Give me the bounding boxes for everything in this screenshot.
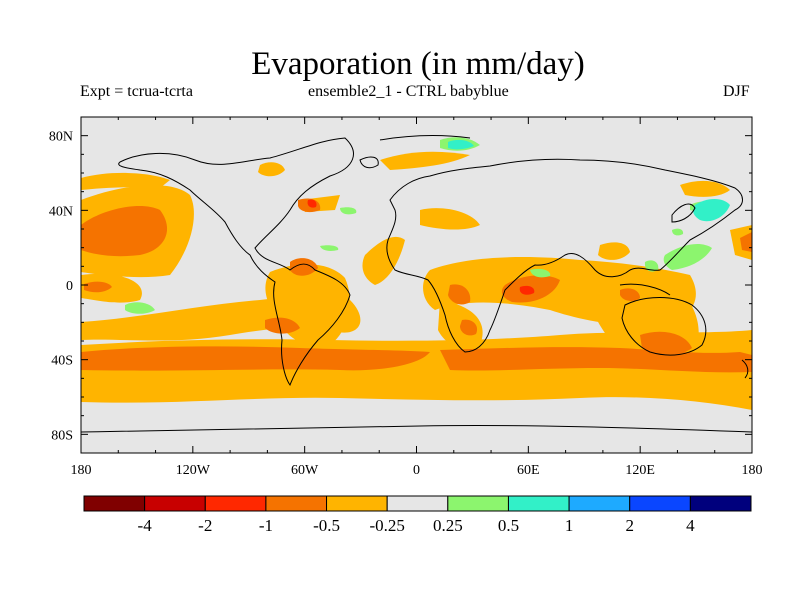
colorbar-swatch [386, 495, 449, 512]
lat-tick-label: 40N [49, 204, 73, 219]
lon-tick-label: 180 [742, 463, 763, 478]
colorbar-swatch [326, 495, 388, 512]
contour-fields [81, 137, 752, 410]
colorbar-swatch [568, 495, 631, 512]
colorbar-swatch [83, 495, 146, 512]
contour-level-minus-1 [307, 199, 535, 295]
colorbar-swatch [204, 495, 267, 512]
colorbar-swatch [447, 495, 509, 512]
coastlines [81, 135, 752, 433]
lat-tick-label: 80S [51, 428, 73, 443]
contour-level-plus-0.5 [448, 139, 730, 222]
lon-tick-label: 120W [176, 463, 211, 478]
lon-tick-label: 60W [291, 463, 319, 478]
experiment-label: Expt = tcrua-tcrta [80, 83, 193, 100]
colorbar [83, 495, 752, 512]
lon-tick-label: 60E [517, 463, 540, 478]
lon-tick-label: 0 [413, 463, 420, 478]
longitude-labels: 180 120W 60W 0 60E 120E 180 [71, 463, 763, 478]
contour-level-minus-0.5 [81, 198, 752, 373]
lat-tick-label: 40S [51, 354, 73, 369]
map-title: Evaporation (in mm/day) [251, 46, 585, 82]
lon-tick-label: 180 [71, 463, 92, 478]
colorbar-swatch [689, 495, 752, 512]
colorbar-label: -0.5 [313, 516, 340, 535]
lon-tick-label: 120E [625, 463, 655, 478]
colorbar-label: 0.25 [433, 516, 463, 535]
colorbar-swatch [144, 495, 206, 512]
axis-ticks [80, 117, 753, 453]
lat-tick-label: 80N [49, 130, 73, 145]
season-label: DJF [723, 83, 750, 100]
colorbar-label: 1 [565, 516, 574, 535]
colorbar-label: 4 [686, 516, 695, 535]
latitude-labels: 80N 40N 0 40S 80S [49, 130, 73, 444]
colorbar-swatch [265, 495, 328, 512]
colorbar-swatch [629, 495, 691, 512]
colorbar-label: -0.25 [369, 516, 404, 535]
lat-tick-label: 0 [66, 279, 73, 294]
colorbar-label: -1 [259, 516, 273, 535]
colorbar-label: 0.5 [498, 516, 519, 535]
colorbar-label: 2 [625, 516, 634, 535]
colorbar-labels: -4 -2 -1 -0.5 -0.25 0.25 0.5 1 2 4 [138, 516, 696, 535]
colorbar-label: -2 [198, 516, 212, 535]
ensemble-label: ensemble2_1 - CTRL babyblue [308, 83, 509, 100]
colorbar-label: -4 [138, 516, 153, 535]
colorbar-swatch [507, 495, 570, 512]
